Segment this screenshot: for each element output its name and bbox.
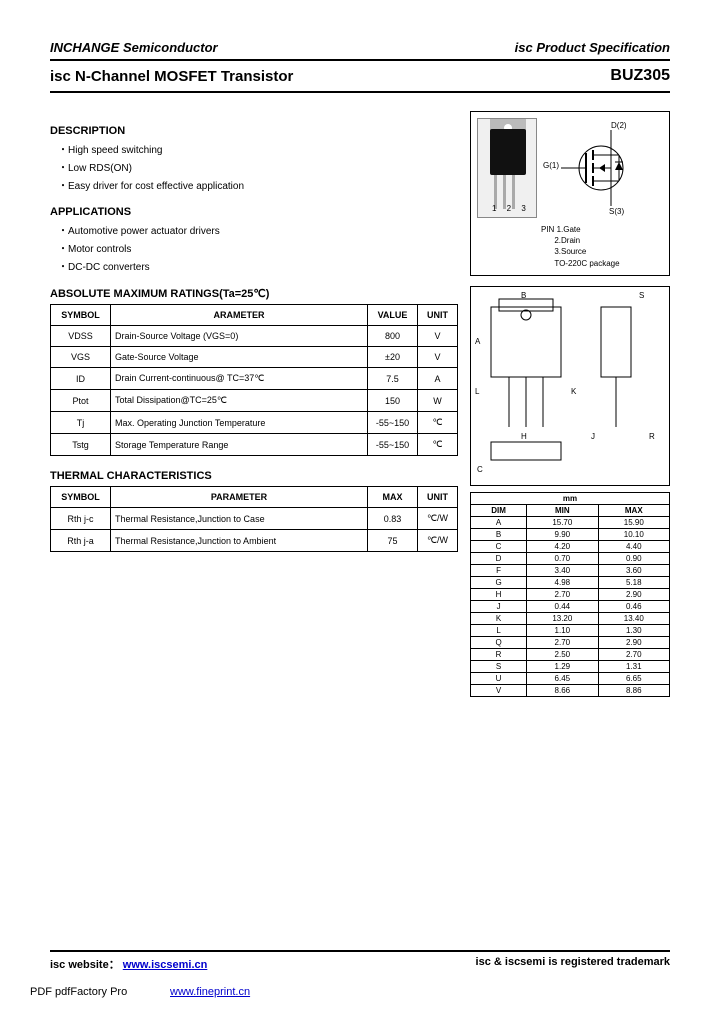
gate-label: G(1) bbox=[543, 161, 559, 170]
thermal-table: SYMBOL PARAMETER MAX UNIT Rth j-cThermal… bbox=[50, 486, 458, 552]
website-link[interactable]: www.iscsemi.cn bbox=[123, 959, 208, 971]
dim-header-row: DIM MIN MAX bbox=[471, 504, 670, 516]
dim-row: D0.700.90 bbox=[471, 552, 670, 564]
dim-row: J0.440.46 bbox=[471, 600, 670, 612]
pin-legend: PIN 1.Gate 2.Drain 3.Source TO-220C pack… bbox=[541, 224, 663, 269]
col-symbol: SYMBOL bbox=[51, 487, 111, 508]
dim-unit-header: mm bbox=[471, 492, 670, 504]
col-unit: UNIT bbox=[418, 305, 458, 326]
col-max: MAX bbox=[368, 487, 418, 508]
footer-rule bbox=[50, 950, 670, 952]
product-type: isc N-Channel MOSFET Transistor bbox=[50, 68, 293, 85]
abs-max-table: SYMBOL ARAMETER VALUE UNIT VDSSDrain-Sou… bbox=[50, 304, 458, 456]
col-unit: UNIT bbox=[418, 487, 458, 508]
applications-list: Automotive power actuator drivers Motor … bbox=[50, 222, 458, 273]
col-symbol: SYMBOL bbox=[51, 305, 111, 326]
part-number: BUZ305 bbox=[610, 67, 670, 85]
dimensions-table: mm DIM MIN MAX A15.7015.90 B9.9010.10 C4… bbox=[470, 492, 670, 697]
pdf-factory-line: PDF pdfFactory Pro www.fineprint.cn bbox=[30, 986, 250, 998]
applications-heading: APPLICATIONS bbox=[50, 206, 458, 218]
dim-row: V8.668.86 bbox=[471, 684, 670, 696]
pin-label-prefix: PIN bbox=[541, 225, 554, 234]
website-block: isc website： www.iscsemi.cn bbox=[50, 956, 207, 972]
app-item: Automotive power actuator drivers bbox=[58, 222, 458, 237]
pin-2: 2.Drain bbox=[554, 236, 580, 245]
dim-row: Q2.702.90 bbox=[471, 636, 670, 648]
desc-item: High speed switching bbox=[58, 141, 458, 156]
page: INCHANGE Semiconductor isc Product Speci… bbox=[0, 0, 720, 717]
trademark-text: isc & iscsemi is registered trademark bbox=[476, 956, 670, 972]
company-name: INCHANGE Semiconductor bbox=[50, 40, 218, 55]
dim-row: A15.7015.90 bbox=[471, 516, 670, 528]
content: DESCRIPTION High speed switching Low RDS… bbox=[50, 111, 670, 697]
dim-label: A bbox=[475, 337, 480, 346]
doc-header: INCHANGE Semiconductor isc Product Speci… bbox=[50, 40, 670, 55]
description-heading: DESCRIPTION bbox=[50, 125, 458, 137]
page-footer: isc website： www.iscsemi.cn isc & iscsem… bbox=[50, 956, 670, 972]
pin-numbers: 1 2 3 bbox=[492, 204, 530, 213]
dim-row: K13.2013.40 bbox=[471, 612, 670, 624]
dim-row: C4.204.40 bbox=[471, 540, 670, 552]
dim-label: K bbox=[571, 387, 576, 396]
dim-row: B9.9010.10 bbox=[471, 528, 670, 540]
dim-row: S1.291.31 bbox=[471, 660, 670, 672]
table-row: Rth j-cThermal Resistance,Junction to Ca… bbox=[51, 508, 458, 530]
dim-label: S bbox=[639, 291, 644, 300]
table-row: Rth j-aThermal Resistance,Junction to Am… bbox=[51, 530, 458, 552]
col-parameter: PARAMETER bbox=[111, 487, 368, 508]
abs-max-heading: ABSOLUTE MAXIMUM RATINGS(Ta=25℃) bbox=[50, 287, 458, 300]
table-header-row: SYMBOL ARAMETER VALUE UNIT bbox=[51, 305, 458, 326]
mosfet-schematic: D(2) G(1) S(3) bbox=[541, 118, 663, 269]
table-header-row: SYMBOL PARAMETER MAX UNIT bbox=[51, 487, 458, 508]
left-column: DESCRIPTION High speed switching Low RDS… bbox=[50, 111, 458, 697]
right-column: 1 2 3 D(2) G(1) S(3) bbox=[470, 111, 670, 697]
mechanical-drawing: A B C L S H K R J bbox=[470, 286, 670, 486]
package-box: 1 2 3 D(2) G(1) S(3) bbox=[470, 111, 670, 276]
pdf-factory-text: PDF pdfFactory Pro bbox=[30, 986, 127, 998]
table-row: TstgStorage Temperature Range-55~150℃ bbox=[51, 434, 458, 456]
pkg-body-icon bbox=[490, 129, 526, 175]
dim-row: R2.502.70 bbox=[471, 648, 670, 660]
pkg-name: TO-220C package bbox=[554, 259, 619, 268]
dim-row: L1.101.30 bbox=[471, 624, 670, 636]
table-row: PtotTotal Dissipation@TC=25℃150W bbox=[51, 390, 458, 412]
dim-row: G4.985.18 bbox=[471, 576, 670, 588]
drain-label: D(2) bbox=[611, 121, 627, 130]
desc-item: Easy driver for cost effective applicati… bbox=[58, 177, 458, 192]
outline-drawing-icon bbox=[471, 287, 669, 485]
mosfet-symbol-icon: D(2) G(1) S(3) bbox=[541, 118, 651, 218]
description-list: High speed switching Low RDS(ON) Easy dr… bbox=[50, 141, 458, 192]
package-photo: 1 2 3 bbox=[477, 118, 537, 218]
table-row: VDSSDrain-Source Voltage (VGS=0)800V bbox=[51, 326, 458, 347]
dim-label: C bbox=[477, 465, 483, 474]
pin-3: 3.Source bbox=[554, 247, 586, 256]
dim-label: J bbox=[591, 432, 595, 441]
dim-label: H bbox=[521, 432, 527, 441]
dim-row: U6.456.65 bbox=[471, 672, 670, 684]
doc-type: isc Product Specification bbox=[515, 40, 670, 55]
dim-row: H2.702.90 bbox=[471, 588, 670, 600]
col-parameter: ARAMETER bbox=[111, 305, 368, 326]
thermal-heading: THERMAL CHARACTERISTICS bbox=[50, 470, 458, 482]
dim-label: L bbox=[475, 387, 479, 396]
dim-label: B bbox=[521, 291, 526, 300]
website-label: isc website： bbox=[50, 959, 120, 971]
title-bar: isc N-Channel MOSFET Transistor BUZ305 bbox=[50, 59, 670, 93]
desc-item: Low RDS(ON) bbox=[58, 159, 458, 174]
dim-label: R bbox=[649, 432, 655, 441]
fineprint-link[interactable]: www.fineprint.cn bbox=[170, 986, 250, 998]
pin-1: 1.Gate bbox=[557, 225, 581, 234]
app-item: Motor controls bbox=[58, 240, 458, 255]
table-row: VGSGate-Source Voltage±20V bbox=[51, 347, 458, 368]
table-row: TjMax. Operating Junction Temperature-55… bbox=[51, 412, 458, 434]
dim-row: F3.403.60 bbox=[471, 564, 670, 576]
app-item: DC-DC converters bbox=[58, 258, 458, 273]
source-label: S(3) bbox=[609, 207, 624, 216]
table-row: IDDrain Current-continuous@ TC=37℃7.5A bbox=[51, 368, 458, 390]
col-value: VALUE bbox=[368, 305, 418, 326]
